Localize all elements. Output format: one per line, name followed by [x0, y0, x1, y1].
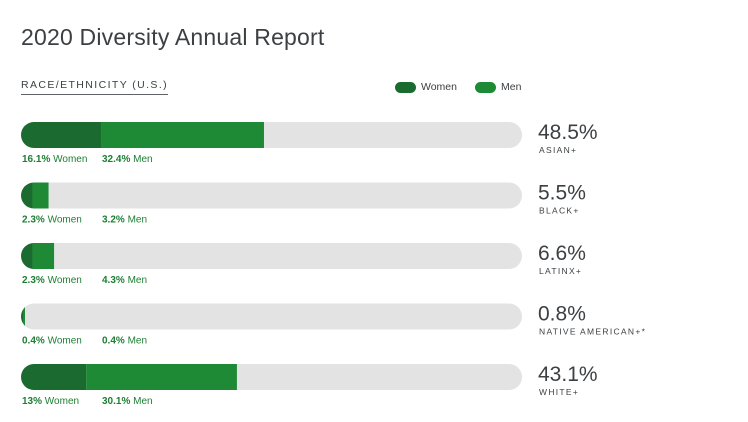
category-label: LATINX+ [539, 266, 582, 276]
bar-segment-men [86, 364, 237, 390]
bar-segment-men [32, 182, 49, 209]
category-label: ASIAN+ [539, 145, 577, 155]
bar-segment-men [23, 303, 26, 330]
chart-subtitle: RACE/ETHNICITY (U.S.) [21, 79, 169, 95]
total-percent: 0.8% [538, 303, 586, 326]
women-value-label: 2.3% Women [22, 215, 82, 226]
category-label: NATIVE AMERICAN+* [539, 327, 646, 337]
men-value-label: 30.1% Men [102, 396, 153, 407]
bar-segment-women [21, 243, 33, 269]
legend-item-women: Women [395, 81, 457, 93]
men-value-label: 3.2% Men [102, 215, 147, 226]
bar-segment-women [21, 364, 87, 390]
men-value-label: 4.3% Men [102, 275, 147, 286]
legend-label-women: Women [421, 81, 457, 93]
women-value-label: 0.4% Women [22, 336, 82, 347]
men-value-label: 32.4% Men [102, 154, 153, 165]
bar-track [21, 182, 522, 209]
bar-segment-women [21, 303, 24, 330]
page-title: 2020 Diversity Annual Report [21, 24, 325, 50]
men-value-label: 0.4% Men [102, 336, 147, 347]
total-percent: 43.1% [538, 363, 598, 386]
legend-swatch-women [395, 81, 416, 93]
bar-segment-men [101, 122, 264, 148]
bar-segment-men [32, 243, 55, 269]
total-percent: 48.5% [538, 121, 598, 144]
legend: Women Men [395, 81, 521, 93]
women-value-label: 16.1% Women [22, 154, 87, 165]
legend-swatch-men [475, 81, 496, 93]
total-percent: 6.6% [538, 242, 586, 265]
total-percent: 5.5% [538, 182, 586, 205]
women-value-label: 13% Women [22, 396, 79, 407]
legend-label-men: Men [501, 81, 522, 93]
bar-segment-women [21, 122, 102, 148]
bar-track [21, 243, 522, 269]
category-label: BLACK+ [539, 206, 580, 216]
category-label: WHITE+ [539, 387, 579, 397]
women-value-label: 2.3% Women [22, 275, 82, 286]
bar-segment-women [21, 182, 33, 209]
bar-track [21, 303, 522, 330]
legend-item-men: Men [475, 81, 521, 93]
